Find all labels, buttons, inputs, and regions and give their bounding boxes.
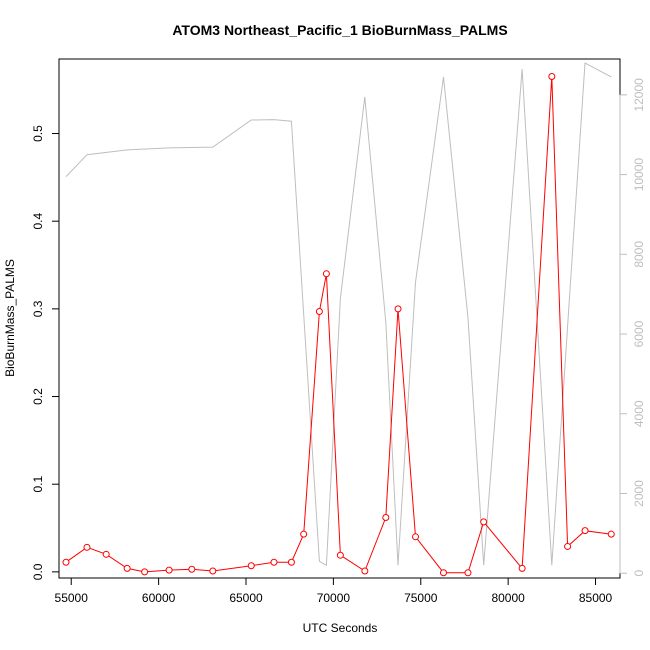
y-tick-label: 0.5 bbox=[31, 125, 45, 142]
chart-title: ATOM3 Northeast_Pacific_1 BioBurnMass_PA… bbox=[172, 22, 507, 38]
y-tick-label: 0.1 bbox=[31, 476, 45, 493]
y-axis-label: BioBurnMass_PALMS bbox=[3, 259, 17, 377]
y-axis-right: 0 2000 4000 6000 8000 10000 12000 bbox=[619, 78, 646, 577]
data-point bbox=[336, 551, 344, 559]
y2-tick-label: 10000 bbox=[632, 158, 646, 192]
data-point bbox=[382, 514, 390, 522]
y2-tick-label: 12000 bbox=[632, 78, 646, 112]
data-point bbox=[480, 518, 488, 526]
y2-tick-label: 6000 bbox=[632, 320, 646, 347]
data-point bbox=[102, 550, 110, 558]
x-tick-label: 85000 bbox=[579, 591, 613, 605]
data-point bbox=[141, 568, 149, 576]
y2-tick-label: 2000 bbox=[632, 480, 646, 507]
y-tick-label: 0.3 bbox=[31, 300, 45, 317]
data-point bbox=[518, 564, 526, 572]
x-tick-label: 65000 bbox=[229, 591, 263, 605]
data-point bbox=[548, 73, 556, 81]
data-point bbox=[464, 569, 472, 577]
data-point bbox=[361, 567, 369, 575]
y-tick-label: 0.2 bbox=[31, 388, 45, 405]
y-tick-label: 0.0 bbox=[31, 563, 45, 580]
data-point bbox=[123, 564, 131, 572]
y2-tick-label: 4000 bbox=[632, 400, 646, 427]
data-point bbox=[394, 305, 402, 313]
data-point bbox=[83, 543, 91, 551]
data-point bbox=[188, 565, 196, 573]
x-tick-label: 60000 bbox=[142, 591, 176, 605]
data-point bbox=[581, 527, 589, 535]
x-axis-label: UTC Seconds bbox=[303, 621, 378, 635]
y-axis-left: 0.0 0.1 0.2 0.3 0.4 0.5 bbox=[31, 125, 60, 580]
series-line-right bbox=[65, 62, 612, 567]
data-point bbox=[315, 307, 323, 315]
x-axis: 55000 60000 65000 70000 75000 80000 85000 bbox=[55, 577, 613, 605]
data-point bbox=[564, 542, 572, 550]
x-tick-label: 75000 bbox=[404, 591, 438, 605]
data-point bbox=[270, 558, 278, 566]
data-point bbox=[247, 562, 255, 570]
data-point bbox=[287, 558, 295, 566]
x-tick-label: 80000 bbox=[491, 591, 525, 605]
y-tick-label: 0.4 bbox=[31, 213, 45, 230]
x-tick-label: 55000 bbox=[55, 591, 89, 605]
data-point bbox=[412, 533, 420, 541]
data-point bbox=[607, 530, 615, 538]
data-point bbox=[300, 530, 308, 538]
data-point bbox=[62, 558, 70, 566]
data-point bbox=[322, 270, 330, 278]
series-layer bbox=[62, 62, 615, 577]
data-point bbox=[209, 567, 217, 575]
data-point bbox=[439, 569, 447, 577]
data-point bbox=[165, 566, 173, 574]
y2-tick-label: 8000 bbox=[632, 241, 646, 268]
x-tick-label: 70000 bbox=[317, 591, 351, 605]
y2-tick-label: 0 bbox=[632, 570, 646, 577]
